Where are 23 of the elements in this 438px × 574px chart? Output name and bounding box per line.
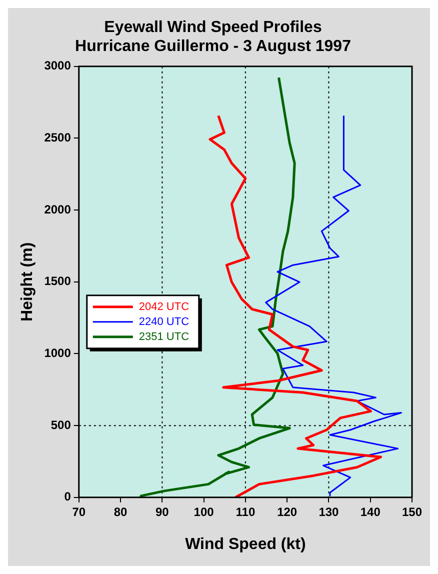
y-tick-label: 2000 xyxy=(44,202,72,216)
y-tick-label: 500 xyxy=(50,418,72,432)
x-tick-label: 90 xyxy=(155,504,170,519)
legend-label: 2042 UTC xyxy=(138,300,190,313)
text: Hurricane Guillermo - 3 August 1997 xyxy=(75,38,351,56)
y-tick-label: 0 xyxy=(64,490,72,504)
y-axis-title: Height (m) xyxy=(19,242,36,322)
y-tick-label: 1000 xyxy=(44,346,72,360)
x-tick-label: 70 xyxy=(72,504,86,519)
x-tick-label: 80 xyxy=(114,504,128,519)
y-tick-label: 2500 xyxy=(44,130,72,145)
x-tick-label: 130 xyxy=(318,504,340,519)
text: Eyewall Wind Speed Profiles xyxy=(104,19,322,36)
y-tick-label: 1500 xyxy=(44,274,72,288)
y-tick-label: 3000 xyxy=(44,58,72,73)
x-tick-label: 120 xyxy=(277,504,298,519)
legend-label: 2240 UTC xyxy=(138,316,190,328)
x-tick-label: 150 xyxy=(402,504,422,519)
x-tick-label: 100 xyxy=(194,504,214,519)
x-axis-title: Wind Speed (kt) xyxy=(185,536,306,553)
x-tick-label: 140 xyxy=(360,504,381,519)
legend-label: 2351 UTC xyxy=(138,330,190,343)
x-tick-label: 110 xyxy=(236,504,256,519)
